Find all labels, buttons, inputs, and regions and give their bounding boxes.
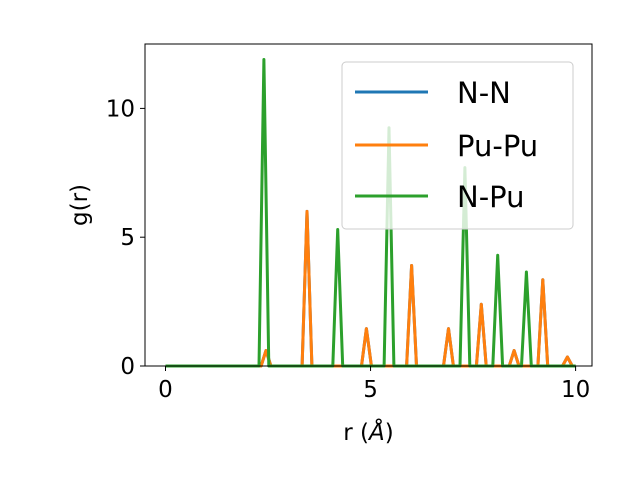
legend-label-pu-pu: Pu-Pu [457,129,538,163]
x-axis-label-close: ) [385,420,394,446]
plot-frame [144,43,593,367]
x-tick-label: 5 [363,377,378,403]
axis-ticks: 0 5 10 0 5 10 [106,96,591,403]
x-tick-label: 10 [561,377,590,403]
y-tick-label: 0 [120,354,135,380]
series-line-n-n [165,209,576,368]
y-tick-label: 5 [120,225,135,251]
legend: N-N Pu-Pu N-Pu [341,61,574,230]
legend-box [341,61,574,230]
y-tick-label: 10 [106,96,135,122]
x-axis-label-text: r ( [343,420,369,446]
series-line-pu-pu [165,209,576,368]
legend-label-n-n: N-N [457,76,511,110]
x-axis-label: r (Å) [343,418,393,446]
legend-label-n-pu: N-Pu [457,180,525,214]
x-tick-label: 0 [158,377,173,403]
y-axis-label: g(r) [67,184,93,226]
x-axis-label-symbol: Å [367,418,385,446]
